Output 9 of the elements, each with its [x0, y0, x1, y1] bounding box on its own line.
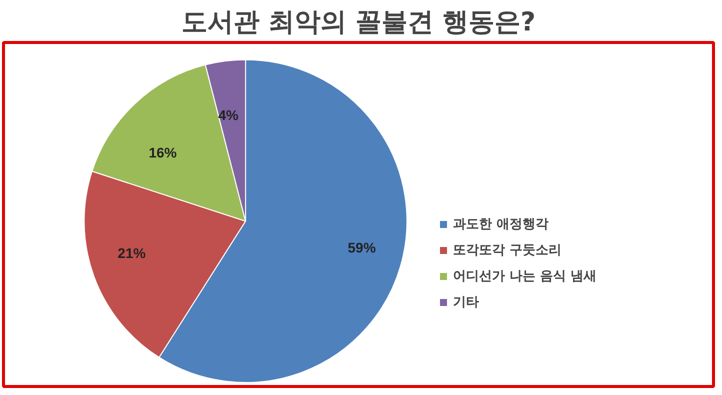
data-label: 59% — [348, 239, 376, 256]
data-label: 21% — [118, 245, 146, 262]
legend-label: 어디선가 나는 음식 냄새 — [453, 268, 597, 285]
legend-label: 과도한 애정행각 — [453, 216, 549, 233]
legend-label: 또각또각 구둣소리 — [453, 242, 562, 259]
chart-title: 도서관 최악의 꼴불견 행동은? — [181, 8, 536, 38]
legend-label: 기타 — [453, 294, 479, 311]
data-label: 4% — [218, 107, 240, 124]
data-label: 16% — [148, 144, 178, 160]
